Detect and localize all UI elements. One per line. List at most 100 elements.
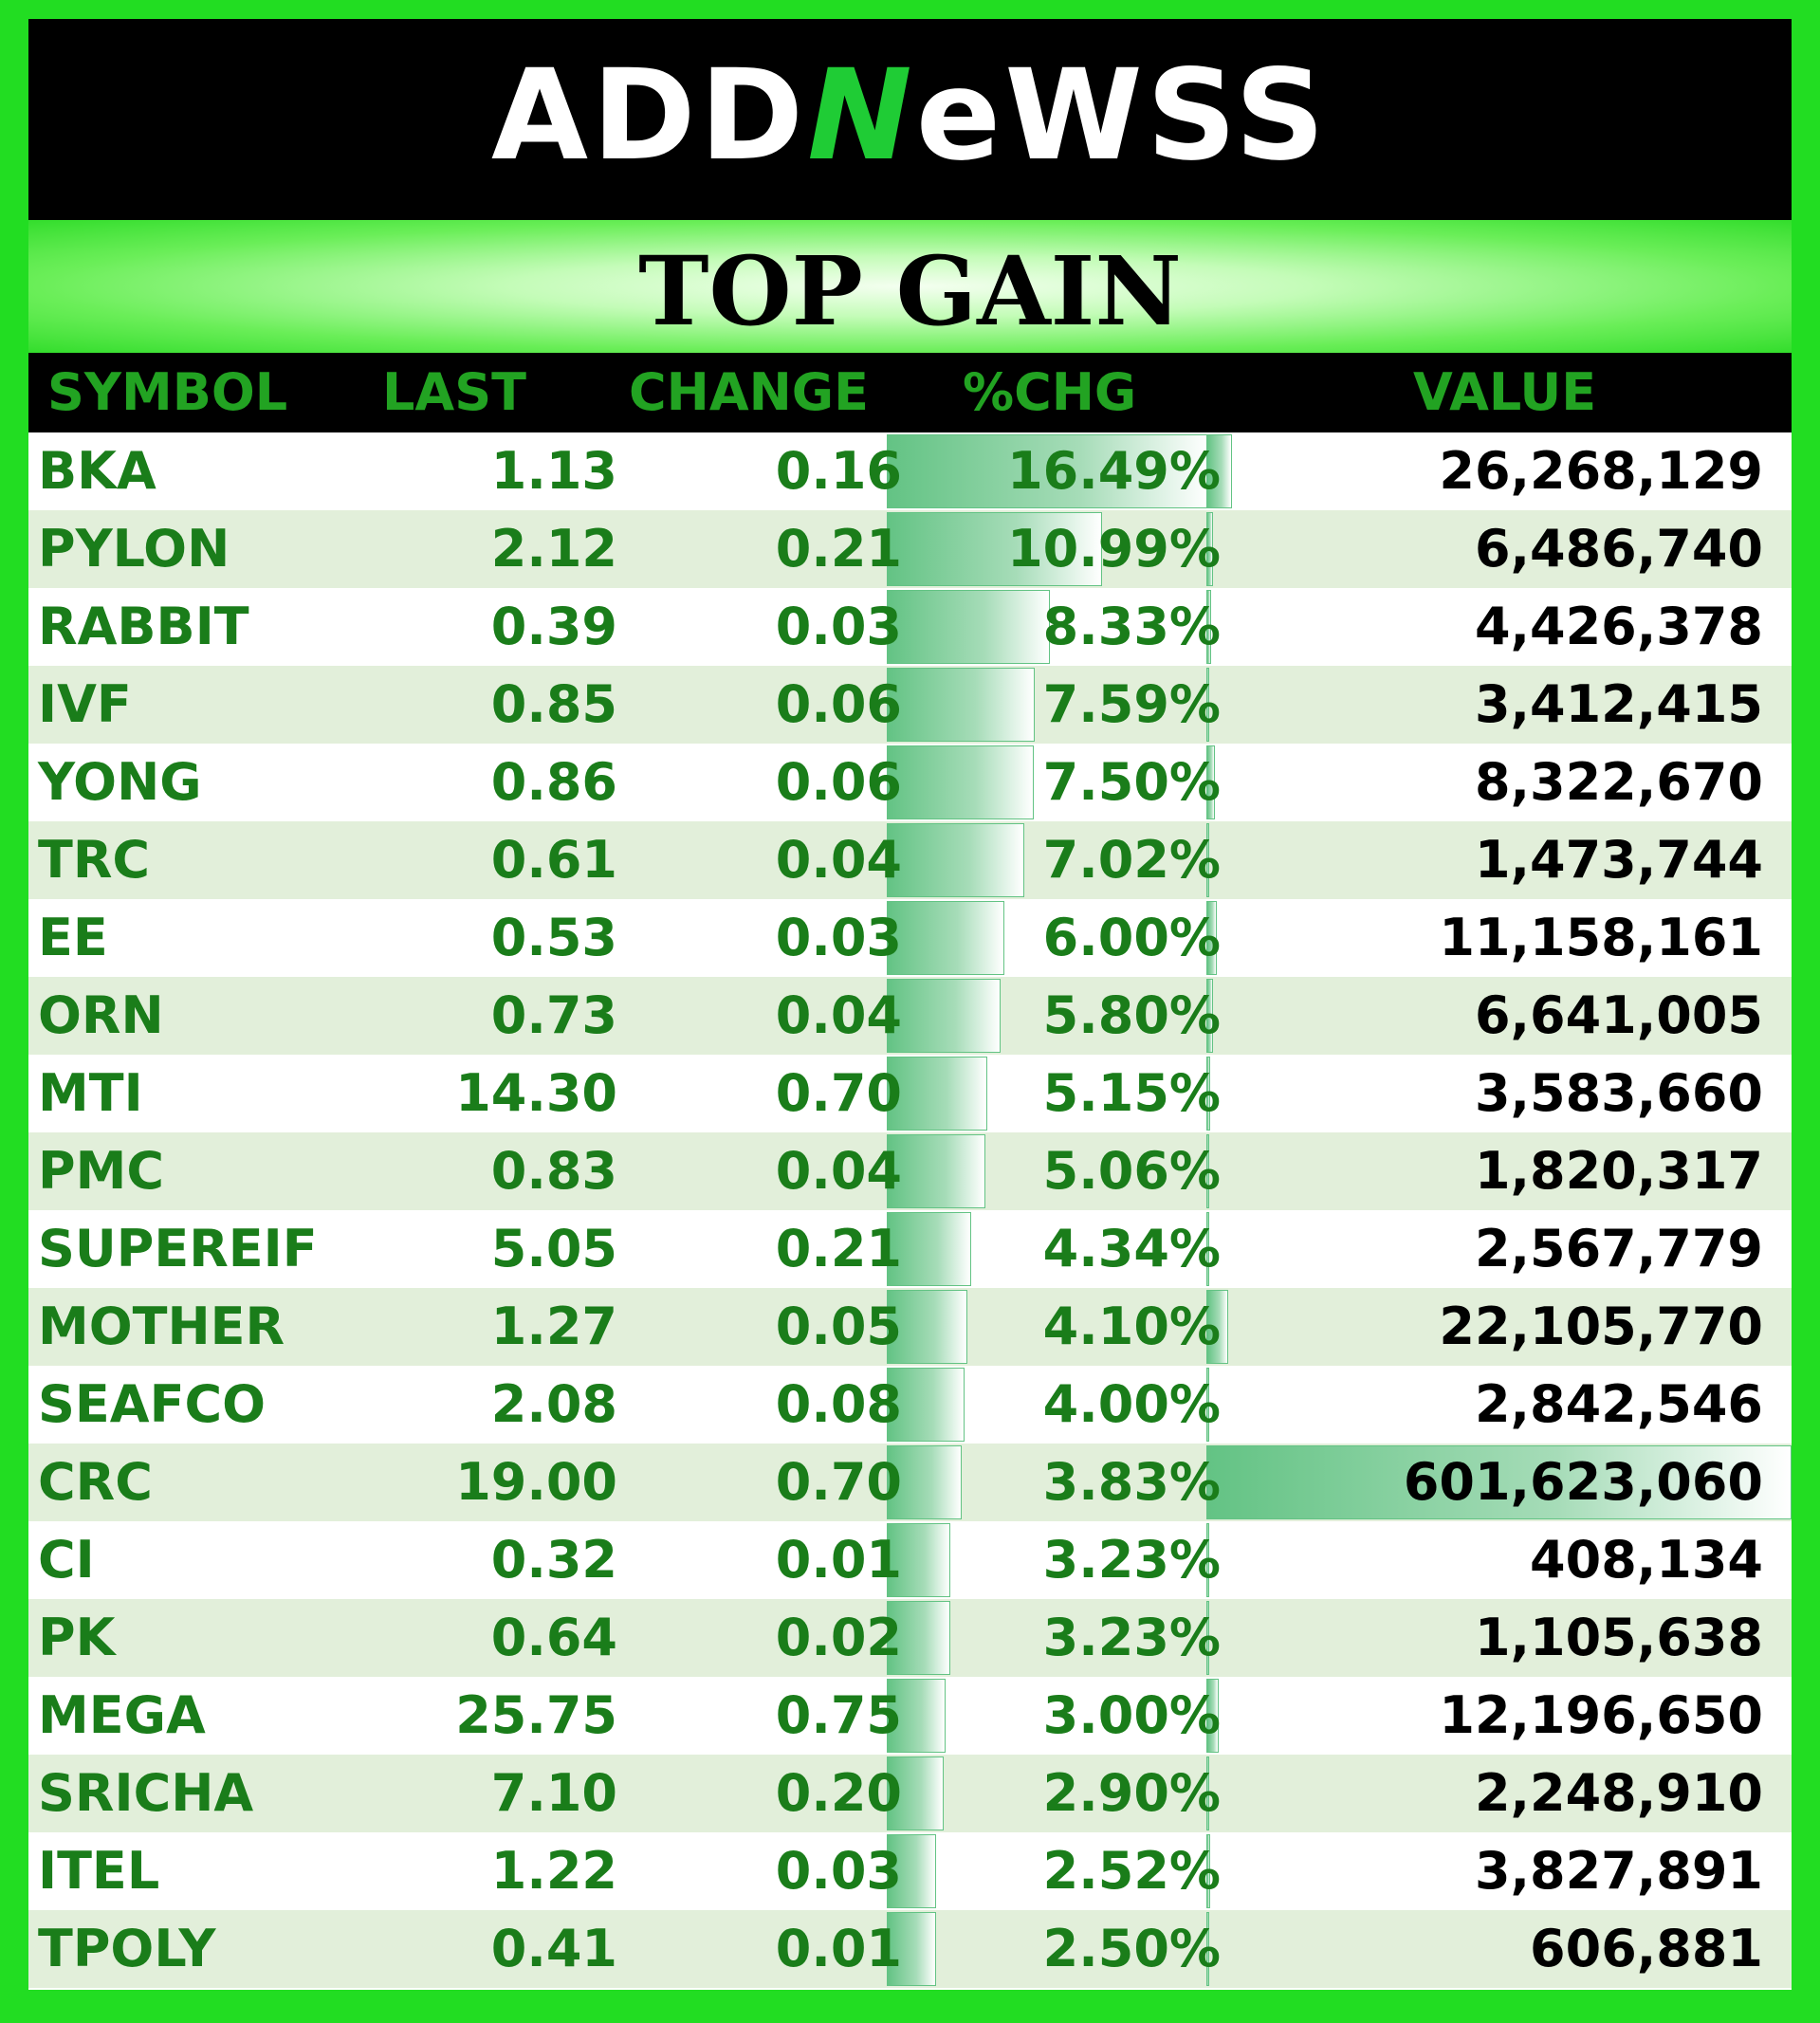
cell-pct-chg: 4.10% <box>1042 1297 1221 1356</box>
cell-last: 2.12 <box>490 519 617 579</box>
pct-bar <box>887 434 1209 508</box>
pct-bar <box>887 1601 950 1675</box>
header-value: VALUE <box>1413 362 1597 422</box>
pct-bar <box>887 1834 936 1908</box>
cell-last: 0.39 <box>490 597 617 656</box>
table-row: TPOLY 0.41 0.01 2.50% 606,881 <box>28 1910 1792 1988</box>
cell-change: 0.75 <box>775 1685 902 1745</box>
value-bar <box>1206 901 1217 975</box>
cell-last: 0.61 <box>490 830 617 890</box>
cell-value: 8,322,670 <box>1474 752 1763 812</box>
cell-symbol: TRC <box>38 830 151 890</box>
logo-text-n: N <box>807 43 916 189</box>
header-last: LAST <box>382 362 526 422</box>
table-row: IVF 0.85 0.06 7.59% 3,412,415 <box>28 666 1792 744</box>
pct-bar <box>887 1523 950 1597</box>
cell-last: 0.86 <box>490 752 617 812</box>
cell-value: 3,827,891 <box>1474 1841 1763 1901</box>
table-row: MOTHER 1.27 0.05 4.10% 22,105,770 <box>28 1288 1792 1366</box>
cell-symbol: IVF <box>38 674 132 734</box>
cell-value: 22,105,770 <box>1439 1297 1763 1356</box>
cell-pct-chg: 8.33% <box>1042 597 1221 656</box>
table-row: RABBIT 0.39 0.03 8.33% 4,426,378 <box>28 588 1792 666</box>
cell-symbol: BKA <box>38 441 156 501</box>
value-bar <box>1206 1212 1209 1286</box>
pct-bar <box>887 823 1024 897</box>
value-bar <box>1206 979 1213 1053</box>
cell-value: 6,486,740 <box>1474 519 1763 579</box>
cell-symbol: MEGA <box>38 1685 206 1745</box>
cell-symbol: PMC <box>38 1141 164 1201</box>
cell-pct-chg: 5.80% <box>1042 985 1221 1045</box>
cell-change: 0.06 <box>775 752 902 812</box>
cell-pct-chg: 6.00% <box>1042 908 1221 967</box>
cell-symbol: SRICHA <box>38 1763 254 1823</box>
cell-pct-chg: 16.49% <box>1007 441 1221 501</box>
value-bar <box>1206 745 1215 819</box>
table-row: PMC 0.83 0.04 5.06% 1,820,317 <box>28 1132 1792 1210</box>
cell-pct-chg: 7.59% <box>1042 674 1221 734</box>
cell-change: 0.02 <box>775 1608 902 1667</box>
value-bar <box>1206 1679 1219 1753</box>
cell-value: 6,641,005 <box>1474 985 1763 1045</box>
table-row: SRICHA 7.10 0.20 2.90% 2,248,910 <box>28 1755 1792 1832</box>
value-bar <box>1206 1912 1209 1986</box>
value-bar <box>1206 668 1209 742</box>
cell-pct-chg: 3.83% <box>1042 1452 1221 1512</box>
cell-change: 0.01 <box>775 1530 902 1590</box>
cell-last: 5.05 <box>490 1219 617 1278</box>
cell-last: 2.08 <box>490 1374 617 1434</box>
table-row: SUPEREIF 5.05 0.21 4.34% 2,567,779 <box>28 1210 1792 1288</box>
logo-text-left: ADD <box>490 43 808 189</box>
cell-change: 0.16 <box>775 441 902 501</box>
cell-symbol: EE <box>38 908 108 967</box>
value-bar <box>1206 1134 1209 1208</box>
cell-symbol: CI <box>38 1530 95 1590</box>
cell-pct-chg: 4.34% <box>1042 1219 1221 1278</box>
cell-change: 0.05 <box>775 1297 902 1356</box>
cell-last: 0.53 <box>490 908 617 967</box>
cell-value: 1,105,638 <box>1474 1608 1763 1667</box>
cell-pct-chg: 3.23% <box>1042 1608 1221 1667</box>
value-bar <box>1206 1834 1210 1908</box>
cell-pct-chg: 5.06% <box>1042 1141 1221 1201</box>
cell-pct-chg: 5.15% <box>1042 1063 1221 1123</box>
cell-last: 0.85 <box>490 674 617 734</box>
table-row: PK 0.64 0.02 3.23% 1,105,638 <box>28 1599 1792 1677</box>
table-row: BKA 1.13 0.16 16.49% 26,268,129 <box>28 432 1792 510</box>
cell-last: 0.73 <box>490 985 617 1045</box>
value-bar <box>1206 1057 1210 1131</box>
cell-pct-chg: 10.99% <box>1007 519 1221 579</box>
table-row: YONG 0.86 0.06 7.50% 8,322,670 <box>28 744 1792 821</box>
cell-value: 3,412,415 <box>1474 674 1763 734</box>
cell-symbol: RABBIT <box>38 597 249 656</box>
cell-change: 0.21 <box>775 519 902 579</box>
value-bar <box>1206 434 1232 508</box>
pct-bar <box>887 745 1034 819</box>
table-row: TRC 0.61 0.04 7.02% 1,473,744 <box>28 821 1792 899</box>
cell-last: 25.75 <box>455 1685 617 1745</box>
cell-symbol: PYLON <box>38 519 230 579</box>
cell-pct-chg: 2.52% <box>1042 1841 1221 1901</box>
cell-symbol: TPOLY <box>38 1919 216 1978</box>
cell-pct-chg: 2.90% <box>1042 1763 1221 1823</box>
cell-value: 11,158,161 <box>1439 908 1763 967</box>
table-row: ORN 0.73 0.04 5.80% 6,641,005 <box>28 977 1792 1055</box>
cell-symbol: CRC <box>38 1452 153 1512</box>
cell-change: 0.08 <box>775 1374 902 1434</box>
cell-pct-chg: 2.50% <box>1042 1919 1221 1978</box>
pct-bar <box>887 1679 946 1753</box>
header-change: CHANGE <box>629 362 870 422</box>
value-bar <box>1206 590 1211 664</box>
pct-bar <box>887 1756 944 1830</box>
cell-value: 26,268,129 <box>1439 441 1763 501</box>
table-frame: ADDNeWSS TOP GAIN SYMBOL LAST CHANGE %CH… <box>28 19 1792 1990</box>
cell-symbol: ORN <box>38 985 164 1045</box>
pct-bar <box>887 1134 985 1208</box>
pct-bar <box>887 1290 967 1364</box>
cell-last: 19.00 <box>455 1452 617 1512</box>
cell-value: 601,623,060 <box>1403 1452 1763 1512</box>
table-row: ITEL 1.22 0.03 2.52% 3,827,891 <box>28 1832 1792 1910</box>
cell-value: 2,248,910 <box>1474 1763 1763 1823</box>
table-row: SEAFCO 2.08 0.08 4.00% 2,842,546 <box>28 1366 1792 1444</box>
